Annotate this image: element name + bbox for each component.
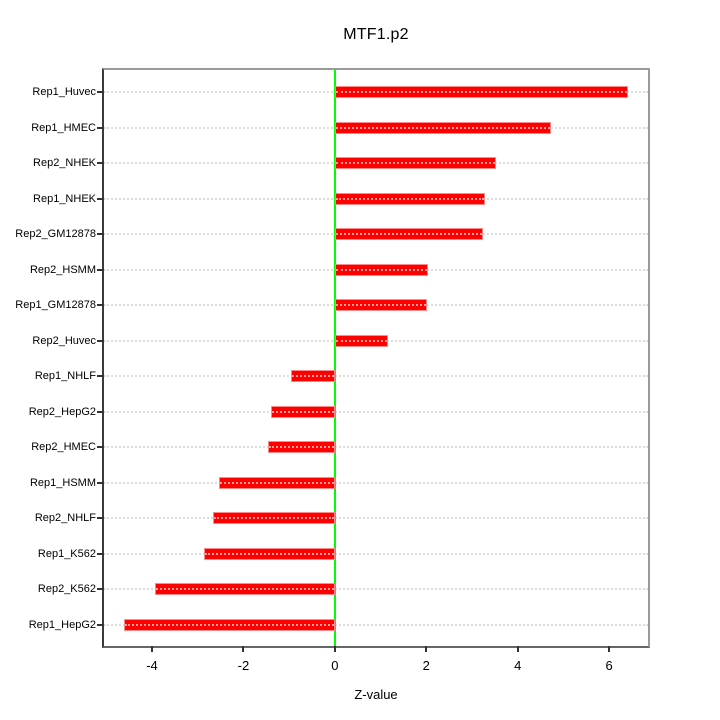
- bar: [334, 299, 428, 312]
- bar: [123, 619, 335, 631]
- category-label: Rep1_NHEK: [33, 192, 96, 205]
- bar: [212, 512, 335, 525]
- y-axis-tick: [97, 410, 104, 413]
- x-axis-tick: [242, 646, 245, 652]
- zero-line: [333, 70, 336, 646]
- grid-line: [104, 446, 648, 449]
- bar: [155, 583, 335, 596]
- bar: [270, 405, 335, 418]
- x-tick-label: -4: [146, 658, 158, 673]
- bar: [334, 263, 429, 276]
- y-axis-tick: [97, 304, 104, 307]
- grid-line: [104, 552, 648, 555]
- bar: [334, 334, 388, 347]
- category-label: Rep2_Huvec: [32, 334, 96, 347]
- y-axis-tick: [97, 197, 104, 200]
- bar: [334, 228, 483, 241]
- bar: [267, 441, 335, 454]
- category-label: Rep1_HMEC: [31, 121, 96, 134]
- y-axis-tick: [97, 588, 104, 591]
- grid-line: [104, 517, 648, 520]
- y-axis-tick: [97, 624, 104, 626]
- grid-line: [104, 588, 648, 591]
- x-axis-tick: [333, 646, 336, 652]
- category-label: Rep2_NHLF: [34, 512, 96, 525]
- bar: [334, 157, 496, 170]
- category-label: Rep2_NHEK: [33, 157, 96, 170]
- x-tick-label: 0: [331, 658, 339, 673]
- category-label: Rep1_HSMM: [29, 476, 96, 489]
- x-axis-tick: [516, 646, 519, 652]
- category-label: Rep2_HepG2: [28, 405, 96, 418]
- grid-line: [104, 375, 648, 378]
- grid-line: [104, 481, 648, 484]
- category-label: Rep1_GM12878: [15, 299, 96, 312]
- category-label: Rep1_NHLF: [34, 370, 96, 383]
- category-label: Rep1_K562: [37, 547, 96, 560]
- x-tick-label: 6: [605, 658, 613, 673]
- y-axis-tick: [97, 126, 104, 129]
- chart-title: MTF1.p2: [343, 26, 409, 43]
- x-tick-label: -2: [237, 658, 250, 673]
- x-axis-tick: [425, 646, 428, 652]
- grid-line: [104, 624, 648, 626]
- y-axis-tick: [97, 481, 104, 484]
- y-axis-tick: [97, 446, 104, 449]
- y-axis-tick: [97, 91, 104, 93]
- category-label: Rep2_HSMM: [29, 263, 96, 276]
- category-label: Rep1_HepG2: [28, 619, 96, 631]
- y-axis-tick: [97, 375, 104, 378]
- grid-line: [104, 410, 648, 413]
- category-label: Rep2_GM12878: [15, 228, 96, 241]
- bar: [219, 476, 335, 489]
- x-tick-label: 4: [514, 658, 522, 673]
- y-axis-tick: [97, 162, 104, 165]
- y-axis-tick: [97, 517, 104, 520]
- bar: [290, 370, 335, 383]
- bar: [334, 86, 629, 98]
- category-label: Rep2_K562: [37, 583, 96, 596]
- y-axis-tick: [97, 268, 104, 271]
- y-axis-tick: [97, 233, 104, 236]
- x-axis-label: Z-value: [354, 687, 398, 702]
- category-label: Rep2_HMEC: [31, 441, 96, 454]
- x-tick-label: 2: [422, 658, 430, 673]
- category-label: Rep1_Huvec: [32, 86, 96, 98]
- y-axis-tick: [97, 339, 104, 342]
- bar: [334, 192, 486, 205]
- bar: [204, 547, 335, 560]
- plot-area: [102, 68, 650, 648]
- bar: [334, 121, 552, 134]
- x-axis-tick: [608, 646, 611, 652]
- x-axis-tick: [151, 646, 153, 652]
- y-axis-tick: [97, 552, 104, 555]
